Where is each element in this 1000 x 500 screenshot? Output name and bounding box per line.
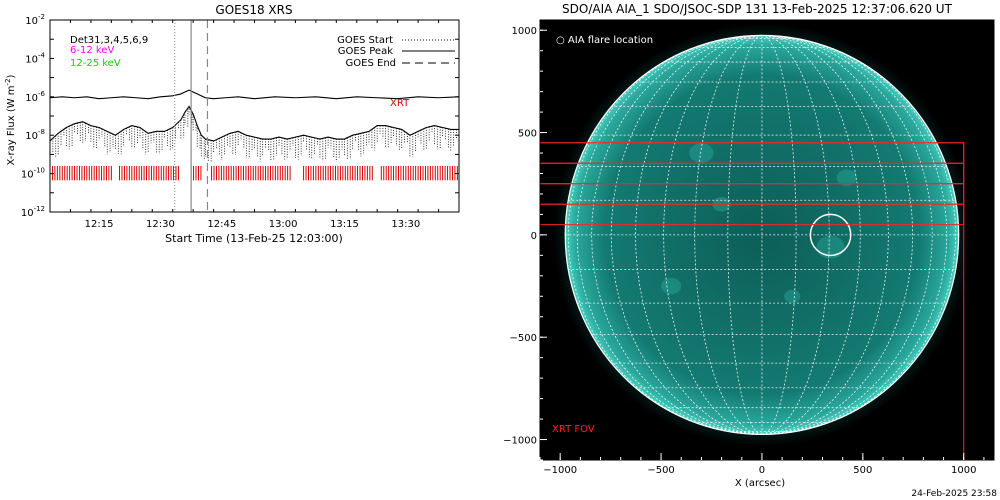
x-tick-label: 0 [759,465,765,476]
longitude-line [761,34,957,435]
goes-ylabel-text: X-ray Flux (W m [6,85,17,165]
y-tick-label: 0 [531,231,537,242]
goes-xrt-label: XRT [390,98,410,109]
x-tick-label: 12:30 [146,219,175,230]
goes-title: GOES18 XRS [215,3,292,17]
longitude-line [567,34,762,435]
y-tick-label: 10-4 [25,51,45,65]
y-tick-mantissa: 10 [25,54,38,65]
y-tick-label: 10-6 [25,90,45,104]
x-tick-label: 13:00 [269,219,298,230]
y-tick-mantissa: 10 [25,16,38,27]
longitude-line [761,34,861,435]
flare-location-circle [809,213,852,257]
goes-detectors-label: Det31,3,4,5,6,9 [70,35,148,46]
y-tick-mantissa: 10 [21,208,34,219]
longitude-line [761,34,914,435]
y-tick-mantissa: 10 [25,131,38,142]
aia-xlabel: X (arcsec) [735,478,785,489]
y-tick-exponent: -2 [38,13,45,21]
y-tick-mantissa: 10 [25,93,38,104]
longitude-line [576,34,762,435]
active-region-glow [661,277,682,295]
x-tick-label: −500 [647,465,674,476]
goes-legend-end-label: GOES End [346,58,396,69]
active-region-glow [689,143,714,163]
x-tick-label: 13:15 [330,219,359,230]
longitude-line [610,34,762,435]
y-tick-exponent: -10 [34,167,45,175]
goes-flux-series-1 [49,105,459,142]
aia-xrt-fov-label: XRT FOV [552,424,595,435]
y-tick-label: 10-2 [25,13,45,27]
x-tick-label: 12:45 [207,219,236,230]
x-tick-label: 13:30 [391,219,420,230]
longitude-line [761,34,889,435]
longitude-line [761,34,948,435]
y-tick-label: 10-12 [21,205,45,219]
y-tick-label: 10-10 [21,167,45,181]
y-tick-exponent: -4 [38,51,46,59]
active-region-glow [836,169,857,186]
active-region-glow [816,235,845,259]
goes-ylabel-close: ) [6,74,17,78]
aia-flare-label: ○ AIA flare location [556,35,653,46]
xrt-fov-stripe [540,203,965,226]
x-tick-label: 500 [853,465,872,476]
longitude-line [761,34,830,435]
active-region-glow [784,289,801,303]
aia-title: SDO/AIA AIA_1 SDO/JSOC-SDP 131 13-Feb-20… [562,2,953,16]
y-tick-exponent: -8 [38,128,45,136]
longitude-line [761,34,797,435]
aia-flare-label-text: AIA flare location [568,35,653,46]
y-tick-label: −1000 [503,436,537,447]
goes-xlabel: Start Time (13-Feb-25 12:03:00) [165,232,343,245]
longitude-line [727,34,763,435]
longitude-line [635,34,762,435]
aia-image-area [540,20,994,460]
aia-flare-marker: ○ [556,35,568,46]
y-tick-label: 10-8 [25,128,45,142]
limb-circle [564,34,960,436]
y-tick-label: 1000 [512,26,537,37]
goes-band-label-1: 12-25 keV [70,58,121,69]
y-tick-exponent: -12 [34,205,45,213]
x-tick-label: −1000 [543,465,577,476]
goes-band-label-0: 6-12 keV [70,45,114,56]
svg-text:X-ray Flux (W m-2): X-ray Flux (W m-2) [4,74,17,165]
x-tick-label: 1000 [951,465,976,476]
y-tick-exponent: -6 [38,90,46,98]
goes-ylabel-exp: -2 [4,78,12,85]
longitude-line [694,34,763,435]
y-tick-mantissa: 10 [21,170,34,181]
goes-legend-start-label: GOES Start [337,35,393,46]
aia-axes-frame [539,19,995,461]
longitude-line [663,34,762,435]
goes-legend-peak-label: GOES Peak [338,46,393,57]
timestamp: 24-Feb-2025 23:58 [911,489,997,499]
y-tick-label: 500 [518,129,537,140]
goes-ylabel: X-ray Flux (W m-2) [4,74,17,165]
y-tick-label: −500 [510,333,537,344]
goes-flux-series-0 [49,89,460,100]
x-tick-label: 12:15 [85,219,114,230]
